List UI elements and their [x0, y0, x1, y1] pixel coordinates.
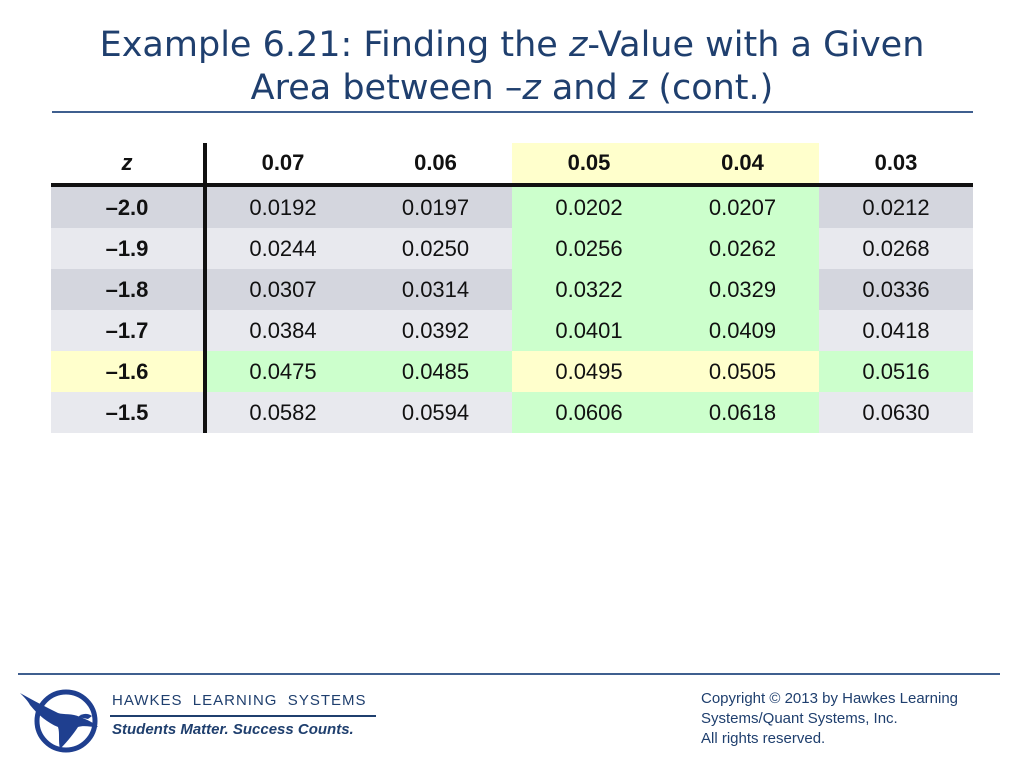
- table-cell-highlight: 0.0262: [666, 228, 819, 269]
- row-z: –2.0: [51, 185, 207, 228]
- row-z: –1.7: [51, 310, 207, 351]
- row-z: –1.9: [51, 228, 207, 269]
- table-cell: 0.0582: [205, 392, 359, 433]
- table-cell: 0.0212: [819, 185, 973, 228]
- header-col: 0.06: [359, 143, 512, 187]
- copyright-line: Systems/Quant Systems, Inc.: [701, 710, 898, 727]
- table-cell: 0.0250: [359, 228, 512, 269]
- table-row: –1.5 0.0582 0.0594 0.0606 0.0618 0.0630: [51, 392, 973, 433]
- row-z-highlight: –1.6: [51, 351, 207, 392]
- table-cell-highlight: 0.0485: [359, 351, 512, 392]
- title-text: Area between: [250, 68, 505, 108]
- title-text: and: [540, 68, 629, 108]
- table-cell: 0.0384: [205, 310, 359, 351]
- table-cell: 0.0244: [205, 228, 359, 269]
- title-text: -Value with a Given: [587, 25, 925, 65]
- footer-divider: [18, 673, 1000, 675]
- table-row: –1.9 0.0244 0.0250 0.0256 0.0262 0.0268: [51, 228, 973, 269]
- table-cell-highlight: 0.0256: [512, 228, 666, 269]
- copyright-line: All rights reserved.: [701, 730, 826, 747]
- header-col: 0.03: [819, 143, 973, 187]
- z-table: z 0.07 0.06 0.05 0.04 0.03 –2.0 0.0192 0…: [51, 143, 973, 433]
- header-col-highlight: 0.04: [666, 143, 819, 187]
- table-cell: 0.0268: [819, 228, 973, 269]
- header-col: 0.07: [205, 143, 359, 187]
- title-divider: [52, 111, 973, 113]
- table-cell-highlight: 0.0516: [819, 351, 973, 392]
- title-text: Example 6.21: Finding the: [99, 25, 569, 65]
- table-row: –2.0 0.0192 0.0197 0.0202 0.0207 0.0212: [51, 185, 973, 228]
- table-cell-highlight: 0.0401: [512, 310, 666, 351]
- title-z: z: [522, 68, 541, 108]
- table-cell: 0.0630: [819, 392, 973, 433]
- title-line-1: Example 6.21: Finding the z-Value with a…: [40, 24, 984, 67]
- table-cell: 0.0197: [359, 185, 512, 228]
- brand-tagline: Students Matter. Success Counts.: [112, 721, 354, 738]
- title-minus: –: [504, 68, 523, 108]
- brand-underline: [110, 715, 376, 717]
- table-header-row: z 0.07 0.06 0.05 0.04 0.03: [51, 143, 973, 187]
- table-cell-highlight: 0.0606: [512, 392, 666, 433]
- slide-title: Example 6.21: Finding the z-Value with a…: [40, 24, 984, 110]
- table-row: –1.7 0.0384 0.0392 0.0401 0.0409 0.0418: [51, 310, 973, 351]
- title-line-2: Area between –z and z (cont.): [40, 67, 984, 110]
- row-z: –1.8: [51, 269, 207, 310]
- table-cell-answer: 0.0495: [512, 351, 666, 392]
- row-z: –1.5: [51, 392, 207, 433]
- table-cell-highlight: 0.0329: [666, 269, 819, 310]
- table-cell: 0.0392: [359, 310, 512, 351]
- title-text: (cont.): [647, 68, 774, 108]
- header-col-highlight: 0.05: [512, 143, 666, 187]
- table-cell: 0.0594: [359, 392, 512, 433]
- header-z: z: [51, 143, 207, 187]
- title-z: z: [568, 25, 588, 65]
- table-cell-highlight: 0.0618: [666, 392, 819, 433]
- copyright-line: Copyright © 2013 by Hawkes Learning: [701, 690, 959, 707]
- eagle-logo-icon: [20, 689, 98, 753]
- table-cell: 0.0336: [819, 269, 973, 310]
- table-cell-answer: 0.0505: [666, 351, 819, 392]
- brand-name: HAWKES LEARNING SYSTEMS: [112, 692, 367, 709]
- table-cell: 0.0307: [205, 269, 359, 310]
- table-cell: 0.0192: [205, 185, 359, 228]
- table-cell: 0.0418: [819, 310, 973, 351]
- table-row-highlight: –1.6 0.0475 0.0485 0.0495 0.0505 0.0516: [51, 351, 973, 392]
- title-z: z: [628, 68, 648, 108]
- table-cell-highlight: 0.0322: [512, 269, 666, 310]
- table-cell: 0.0314: [359, 269, 512, 310]
- table-row: –1.8 0.0307 0.0314 0.0322 0.0329 0.0336: [51, 269, 973, 310]
- table-cell-highlight: 0.0207: [666, 185, 819, 228]
- table-cell-highlight: 0.0202: [512, 185, 666, 228]
- copyright-notice: Copyright © 2013 by Hawkes Learning Syst…: [701, 689, 1001, 749]
- table-cell-highlight: 0.0475: [205, 351, 359, 392]
- table-cell-highlight: 0.0409: [666, 310, 819, 351]
